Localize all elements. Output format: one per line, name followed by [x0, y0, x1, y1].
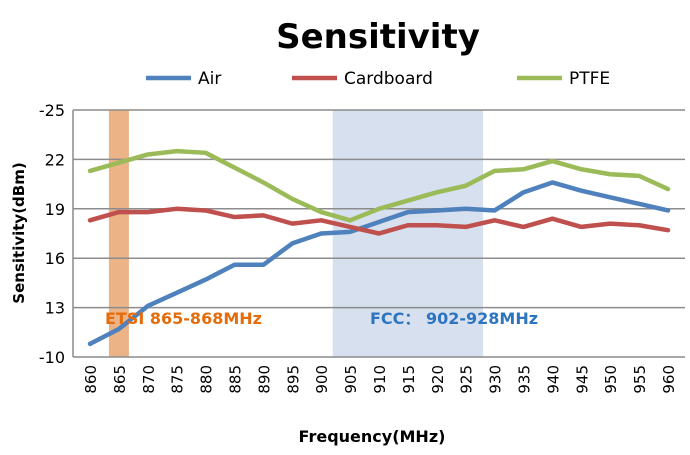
- y-tick-label: 13: [45, 299, 65, 318]
- x-tick-label: 860: [82, 365, 100, 394]
- x-tick-label: 955: [631, 365, 649, 394]
- band-fcc: [332, 110, 484, 357]
- x-tick-label: 890: [255, 365, 273, 394]
- band-label-etsi: ETSI 865-868MHz: [105, 309, 262, 328]
- x-tick-label: 885: [227, 365, 245, 394]
- x-axis-label: Frequency(MHz): [299, 427, 446, 446]
- x-tick-label: 960: [660, 365, 678, 394]
- series-line-cardboard: [87, 206, 671, 236]
- x-tick-label: 870: [140, 365, 158, 394]
- series-line-ptfe: [87, 148, 671, 223]
- x-tick-label: 910: [371, 365, 389, 394]
- x-tick-label: 930: [487, 365, 505, 394]
- x-tick-label: 900: [313, 365, 331, 394]
- x-tick-label: 875: [169, 365, 187, 394]
- x-tick-label: 915: [400, 365, 418, 394]
- legend-label: PTFE: [569, 69, 610, 89]
- y-tick-label: 19: [45, 200, 65, 219]
- chart-title: Sensitivity: [276, 17, 480, 57]
- legend: Air Cardboard PTFE: [146, 69, 610, 89]
- legend-label: Cardboard: [344, 69, 433, 89]
- x-tick-label: 920: [429, 365, 447, 394]
- legend-label: Air: [198, 69, 221, 89]
- y-tick-label: -10: [39, 348, 65, 367]
- y-tick-label: 22: [45, 150, 65, 169]
- x-tick-label: 880: [198, 365, 216, 394]
- x-tick-label: 945: [573, 365, 591, 394]
- x-tick-label: 925: [458, 365, 476, 394]
- x-tick-label: 905: [342, 365, 360, 394]
- y-axis-label: Sensitivity(dBm): [10, 162, 28, 303]
- x-tick-label: 865: [111, 365, 129, 394]
- band-label-fcc: FCC： 902-928MHz: [370, 309, 538, 328]
- y-tick-label: 16: [45, 249, 65, 268]
- y-tick-label: -25: [39, 101, 65, 120]
- series-line-air: [87, 180, 671, 347]
- x-tick-label: 940: [544, 365, 562, 394]
- x-tick-label: 935: [516, 365, 534, 394]
- band-etsi: [108, 110, 129, 357]
- x-tick-label: 950: [602, 365, 620, 394]
- x-tick-label: 895: [284, 365, 302, 394]
